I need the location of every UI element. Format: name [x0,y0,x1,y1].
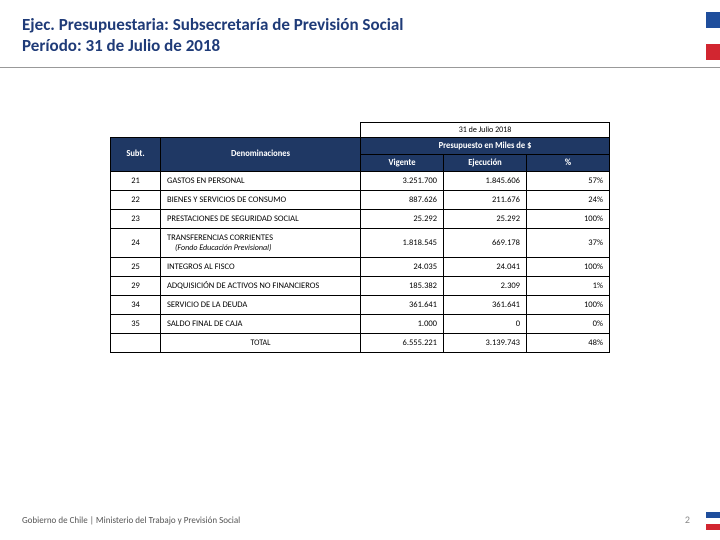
total-ejec: 3.139.743 [444,333,527,352]
total-label: TOTAL [161,333,361,352]
cell-subt: 34 [111,295,161,314]
cell-subt: 24 [111,228,161,257]
period-label: 31 de Julio 2018 [361,122,610,137]
cell-vigente: 1.818.545 [361,228,444,257]
cell-denom: TRANSFERENCIAS CORRIENTES(Fondo Educació… [161,228,361,257]
col-pct: % [527,154,610,171]
cell-pct: 100% [527,295,610,314]
cell-ejec: 361.641 [444,295,527,314]
table-row: 29ADQUISICIÓN DE ACTIVOS NO FINANCIEROS1… [111,276,610,295]
table-row: 25INTEGROS AL FISCO24.03524.041100% [111,257,610,276]
cell-vigente: 25.292 [361,209,444,228]
cell-subt: 21 [111,171,161,190]
table-row: 21GASTOS EN PERSONAL3.251.7001.845.60657… [111,171,610,190]
table-row: 23PRESTACIONES DE SEGURIDAD SOCIAL25.292… [111,209,610,228]
cell-pct: 1% [527,276,610,295]
col-ejec: Ejecución [444,154,527,171]
cell-vigente: 361.641 [361,295,444,314]
cell-pct: 24% [527,190,610,209]
cell-denom: SERVICIO DE LA DEUDA [161,295,361,314]
table-row: 35SALDO FINAL DE CAJA1.00000% [111,314,610,333]
cell-subt: 35 [111,314,161,333]
cell-subt: 22 [111,190,161,209]
col-denom: Denominaciones [161,137,361,171]
cell-denom: GASTOS EN PERSONAL [161,171,361,190]
flag-stripe [706,44,720,60]
cell-denom: BIENES Y SERVICIOS DE CONSUMO [161,190,361,209]
cell-denom: INTEGROS AL FISCO [161,257,361,276]
flag-stripe [706,28,720,44]
title-line1: Ejec. Presupuestaria: Subsecretaría de P… [22,14,403,35]
total-pct: 48% [527,333,610,352]
cell-vigente: 3.251.700 [361,171,444,190]
cell-pct: 37% [527,228,610,257]
cell-denom: SALDO FINAL DE CAJA [161,314,361,333]
slide-title: Ejec. Presupuestaria: Subsecretaría de P… [0,0,720,68]
budget-table-container: 31 de Julio 2018 Subt. Denominaciones Pr… [110,122,610,353]
cell-ejec: 25.292 [444,209,527,228]
chile-flag-accent [706,12,720,60]
cell-vigente: 887.626 [361,190,444,209]
flag-stripe [706,12,720,28]
cell-pct: 100% [527,257,610,276]
cell-ejec: 211.676 [444,190,527,209]
cell-ejec: 0 [444,314,527,333]
col-vigente: Vigente [361,154,444,171]
cell-denom: PRESTACIONES DE SEGURIDAD SOCIAL [161,209,361,228]
cell-ejec: 669.178 [444,228,527,257]
cell-ejec: 2.309 [444,276,527,295]
col-subt: Subt. [111,137,161,171]
cell-subt: 23 [111,209,161,228]
cell-pct: 57% [527,171,610,190]
cell-vigente: 185.382 [361,276,444,295]
cell-denom: ADQUISICIÓN DE ACTIVOS NO FINANCIEROS [161,276,361,295]
total-row: TOTAL 6.555.221 3.139.743 48% [111,333,610,352]
cell-ejec: 1.845.606 [444,171,527,190]
table-row: 24TRANSFERENCIAS CORRIENTES(Fondo Educac… [111,228,610,257]
total-vigente: 6.555.221 [361,333,444,352]
title-line2: Período: 31 de Julio de 2018 [22,35,220,56]
cell-pct: 100% [527,209,610,228]
page-number: 2 [685,513,690,526]
cell-vigente: 24.035 [361,257,444,276]
budget-table: 31 de Julio 2018 Subt. Denominaciones Pr… [110,122,610,353]
flag-stripe [706,524,720,530]
cell-pct: 0% [527,314,610,333]
cell-subt: 25 [111,257,161,276]
period-row: 31 de Julio 2018 [111,122,610,137]
cell-vigente: 1.000 [361,314,444,333]
table-row: 34SERVICIO DE LA DEUDA361.641361.641100% [111,295,610,314]
cell-subt: 29 [111,276,161,295]
table-row: 22BIENES Y SERVICIOS DE CONSUMO887.62621… [111,190,610,209]
col-group: Presupuesto en Miles de $ [361,137,610,154]
cell-ejec: 24.041 [444,257,527,276]
footer-text: Gobierno de Chile | Ministerio del Traba… [22,515,240,526]
header-row-1: Subt. Denominaciones Presupuesto en Mile… [111,137,610,154]
chile-flag-bottom [706,512,720,530]
